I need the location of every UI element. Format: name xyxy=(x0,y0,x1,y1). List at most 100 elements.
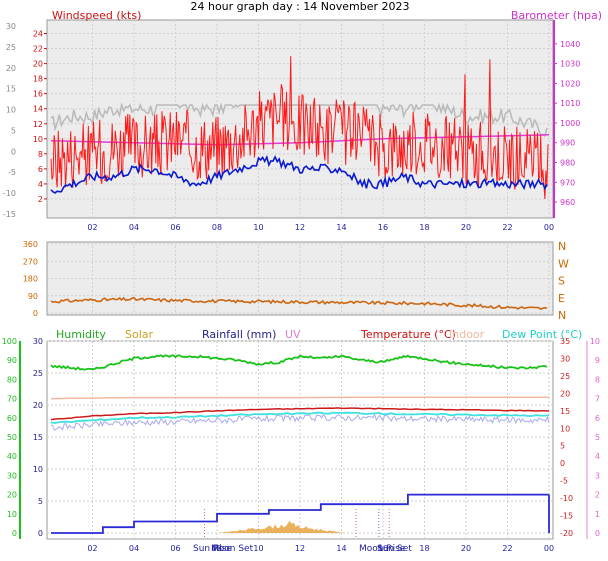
wind-time-label: 02 xyxy=(87,223,97,232)
temperature-tick-label: -10 xyxy=(560,494,573,503)
outer-tick-label: 25 xyxy=(6,43,16,52)
wind-tick-label: 12 xyxy=(33,120,43,129)
wind-time-label: 16 xyxy=(378,223,388,232)
temperature-tick-label: 35 xyxy=(560,337,570,346)
indoor-series-line xyxy=(50,396,549,400)
wind-time-label: 20 xyxy=(461,223,471,232)
wind-tick-label: 4 xyxy=(38,180,43,189)
wind-tick-label: 16 xyxy=(33,90,43,99)
humidity-tick-label: 80 xyxy=(7,375,17,384)
wind-tick-label: 8 xyxy=(38,150,43,159)
temperature-tick-label: 15 xyxy=(560,407,570,416)
temperature-axes: 0510152025300102030405060708090100-20-15… xyxy=(2,337,600,553)
rain-tick-label: 20 xyxy=(33,401,43,410)
graph-title: 24 hour graph day : 14 November 2023 xyxy=(190,0,409,13)
temperature-panel: 0510152025300102030405060708090100-20-15… xyxy=(2,328,600,554)
solar-legend: Solar xyxy=(125,328,154,341)
humidity-tick-label: 40 xyxy=(7,452,17,461)
rain-tick-label: 10 xyxy=(33,465,43,474)
barometer-tick-label: 1020 xyxy=(560,79,580,88)
rain-tick-label: 25 xyxy=(33,369,43,378)
outer-tick-label: 0 xyxy=(11,147,16,156)
barometer-tick-label: 990 xyxy=(560,139,575,148)
barometer-tick-label: 1040 xyxy=(560,40,580,49)
outer-tick-label: -10 xyxy=(3,189,16,198)
humidity-tick-label: 30 xyxy=(7,471,17,480)
uv-tick-label: 3 xyxy=(595,471,600,480)
direction-tick-label: 90 xyxy=(28,292,38,301)
windspeed-series-line xyxy=(50,56,549,200)
temperature-tick-label: 30 xyxy=(560,354,570,363)
outer-tick-label: 10 xyxy=(6,106,16,115)
uv-tick-label: 5 xyxy=(595,433,600,442)
temperature-tick-label: -5 xyxy=(560,477,568,486)
wind-tick-label: 20 xyxy=(33,60,43,69)
rain-tick-label: 15 xyxy=(33,433,43,442)
wind-tick-label: 14 xyxy=(33,105,43,114)
temperature-time-label: 20 xyxy=(461,544,471,553)
direction-tick-label: 270 xyxy=(23,257,38,266)
uv-tick-label: 0 xyxy=(595,529,600,538)
humidity-tick-label: 10 xyxy=(7,510,17,519)
moon-rise-label: Moon Rise xyxy=(359,544,406,554)
direction-compass-label: E xyxy=(558,292,565,305)
temperature-lines xyxy=(50,354,550,534)
direction-compass-label: W xyxy=(558,257,569,270)
temperature-series-line xyxy=(50,407,550,421)
apparent-temperature-line xyxy=(50,413,550,431)
wind-pressure-panel: 24681012141618202224-15-10-5051015202530… xyxy=(3,9,602,232)
humidity-series-line xyxy=(50,354,548,371)
temperature-time-label: 02 xyxy=(87,544,97,553)
rain-tick-label: 5 xyxy=(38,497,43,506)
barometer-tick-label: 1000 xyxy=(560,119,580,128)
windspeed-legend: Windspeed (kts) xyxy=(52,9,141,22)
outer-tick-label: 5 xyxy=(11,126,16,135)
direction-compass-label: S xyxy=(558,275,565,288)
humidity-tick-label: 50 xyxy=(7,433,17,442)
temperature-tick-label: -20 xyxy=(560,529,573,538)
outer-tick-label: -5 xyxy=(8,168,16,177)
wind-time-label: 22 xyxy=(502,223,512,232)
wind-axes: 24681012141618202224-15-10-5051015202530… xyxy=(3,20,580,232)
humidity-tick-label: 60 xyxy=(7,414,17,423)
uv-tick-label: 6 xyxy=(595,414,600,423)
humidity-tick-label: 20 xyxy=(7,491,17,500)
temperature-time-label: 12 xyxy=(295,544,305,553)
uv-tick-label: 4 xyxy=(595,452,600,461)
barometer-tick-label: 970 xyxy=(560,178,575,187)
barometer-legend: Barometer (hpa) xyxy=(511,9,602,22)
temperature-tick-label: 5 xyxy=(560,442,565,451)
outer-tick-label: 20 xyxy=(6,64,16,73)
humidity-tick-label: 100 xyxy=(2,337,17,346)
wind-lines xyxy=(50,56,550,200)
temperature-tick-label: 25 xyxy=(560,372,570,381)
outer-tick-label: -15 xyxy=(3,210,16,219)
temperature-time-label: 16 xyxy=(378,544,388,553)
uv-legend: UV xyxy=(285,328,301,341)
moon-set-label: Moon Set xyxy=(211,544,254,554)
humidity-tick-label: 90 xyxy=(7,356,17,365)
wind-time-label: 18 xyxy=(419,223,429,232)
direction-compass-label: N xyxy=(558,309,566,322)
rainfall-series-line xyxy=(51,493,549,534)
rain-tick-label: 0 xyxy=(38,529,43,538)
humidity-tick-label: 0 xyxy=(12,529,17,538)
rain-tick-label: 30 xyxy=(33,337,43,346)
temperature-time-label: 08 xyxy=(212,544,222,553)
direction-series-line xyxy=(50,296,548,311)
wind-time-label: 04 xyxy=(129,223,139,232)
wind-time-label: 12 xyxy=(295,223,305,232)
temperature-time-label: 22 xyxy=(502,544,512,553)
humidity-tick-label: 70 xyxy=(7,395,17,404)
barometer-tick-label: 1010 xyxy=(560,99,580,108)
temperature-time-label: 10 xyxy=(253,544,263,553)
direction-tick-label: 360 xyxy=(23,240,38,249)
sun-rise-label: Sun Rise xyxy=(193,544,232,554)
dew-point-series-line xyxy=(50,411,550,425)
wind-tick-label: 10 xyxy=(33,135,43,144)
uv-tick-label: 10 xyxy=(590,337,600,346)
temperature-tick-label: 0 xyxy=(560,459,565,468)
barometer-tick-label: 1030 xyxy=(560,60,580,69)
wind-tick-label: 24 xyxy=(33,30,43,39)
